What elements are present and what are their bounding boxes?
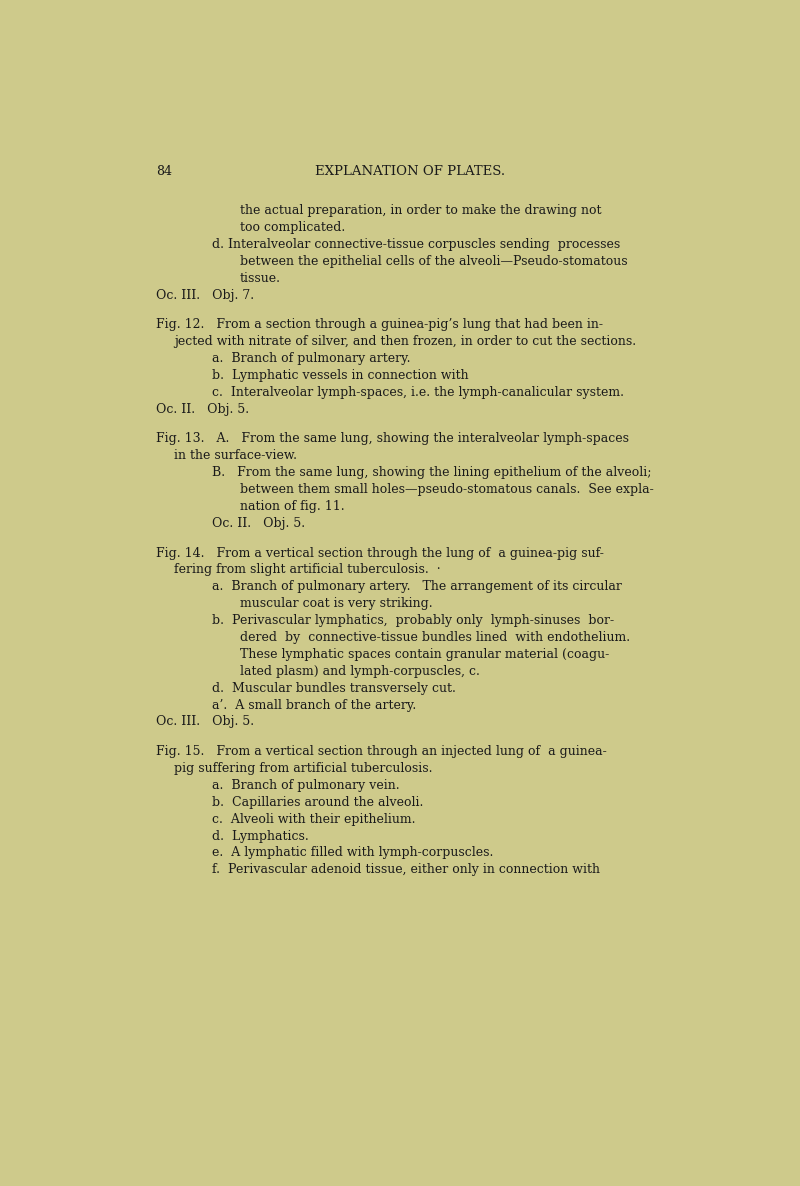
Text: muscular coat is very striking.: muscular coat is very striking. [239,598,432,611]
Text: fering from slight artificial tuberculosis.  ·: fering from slight artificial tuberculos… [174,563,441,576]
Text: b.  Capillaries around the alveoli.: b. Capillaries around the alveoli. [211,796,423,809]
Text: Fig. 15.   From a vertical section through an injected lung of  a guinea-: Fig. 15. From a vertical section through… [156,745,606,758]
Text: too complicated.: too complicated. [239,222,345,235]
Text: the actual preparation, in order to make the drawing not: the actual preparation, in order to make… [239,204,601,217]
Text: nation of fig. 11.: nation of fig. 11. [239,500,344,514]
Text: d.  Lymphatics.: d. Lymphatics. [211,829,308,842]
Text: in the surface-view.: in the surface-view. [174,449,298,463]
Text: a.  Branch of pulmonary artery.: a. Branch of pulmonary artery. [211,352,410,365]
Text: b.  Lymphatic vessels in connection with: b. Lymphatic vessels in connection with [211,369,468,382]
Text: jected with nitrate of silver, and then frozen, in order to cut the sections.: jected with nitrate of silver, and then … [174,336,637,349]
Text: between them small holes—pseudo-stomatous canals.  See expla-: between them small holes—pseudo-stomatou… [239,483,654,496]
Text: a.  Branch of pulmonary artery.   The arrangement of its circular: a. Branch of pulmonary artery. The arran… [211,580,622,593]
Text: a.  Branch of pulmonary vein.: a. Branch of pulmonary vein. [211,779,399,792]
Text: c.  Alveoli with their epithelium.: c. Alveoli with their epithelium. [211,812,415,825]
Text: tissue.: tissue. [239,272,281,285]
Text: EXPLANATION OF PLATES.: EXPLANATION OF PLATES. [315,165,505,178]
Text: 84: 84 [156,165,172,178]
Text: b.  Perivascular lymphatics,  probably only  lymph-sinuses  bor-: b. Perivascular lymphatics, probably onl… [211,614,614,627]
Text: Oc. II.   Obj. 5.: Oc. II. Obj. 5. [156,403,249,416]
Text: f.  Perivascular adenoid tissue, either only in connection with: f. Perivascular adenoid tissue, either o… [211,863,600,876]
Text: d.  Muscular bundles transversely cut.: d. Muscular bundles transversely cut. [211,682,455,695]
Text: Fig. 12.   From a section through a guinea-pig’s lung that had been in-: Fig. 12. From a section through a guinea… [156,319,603,331]
Text: Fig. 13.   A.   From the same lung, showing the interalveolar lymph-spaces: Fig. 13. A. From the same lung, showing … [156,433,629,446]
Text: B.   From the same lung, showing the lining epithelium of the alveoli;: B. From the same lung, showing the linin… [211,466,651,479]
Text: d. Interalveolar connective-tissue corpuscles sending  processes: d. Interalveolar connective-tissue corpu… [211,238,620,251]
Text: c.  Interalveolar lymph-spaces, i.e. the lymph-canalicular system.: c. Interalveolar lymph-spaces, i.e. the … [211,385,624,398]
Text: pig suffering from artificial tuberculosis.: pig suffering from artificial tuberculos… [174,761,433,774]
Text: These lymphatic spaces contain granular material (coagu-: These lymphatic spaces contain granular … [239,648,609,661]
Text: e.  A lymphatic filled with lymph-corpuscles.: e. A lymphatic filled with lymph-corpusc… [211,847,493,860]
Text: lated plasm) and lymph-corpuscles, c.: lated plasm) and lymph-corpuscles, c. [239,665,479,677]
Text: between the epithelial cells of the alveoli—Pseudo-stomatous: between the epithelial cells of the alve… [239,255,627,268]
Text: Oc. III.   Obj. 7.: Oc. III. Obj. 7. [156,289,262,302]
Text: a’.  A small branch of the artery.: a’. A small branch of the artery. [211,699,416,712]
Text: Oc. III.   Obj. 5.: Oc. III. Obj. 5. [156,715,254,728]
Text: Oc. II.   Obj. 5.: Oc. II. Obj. 5. [211,517,305,530]
Text: dered  by  connective-tissue bundles lined  with endothelium.: dered by connective-tissue bundles lined… [239,631,630,644]
Text: Fig. 14.   From a vertical section through the lung of  a guinea-pig suf-: Fig. 14. From a vertical section through… [156,547,604,560]
